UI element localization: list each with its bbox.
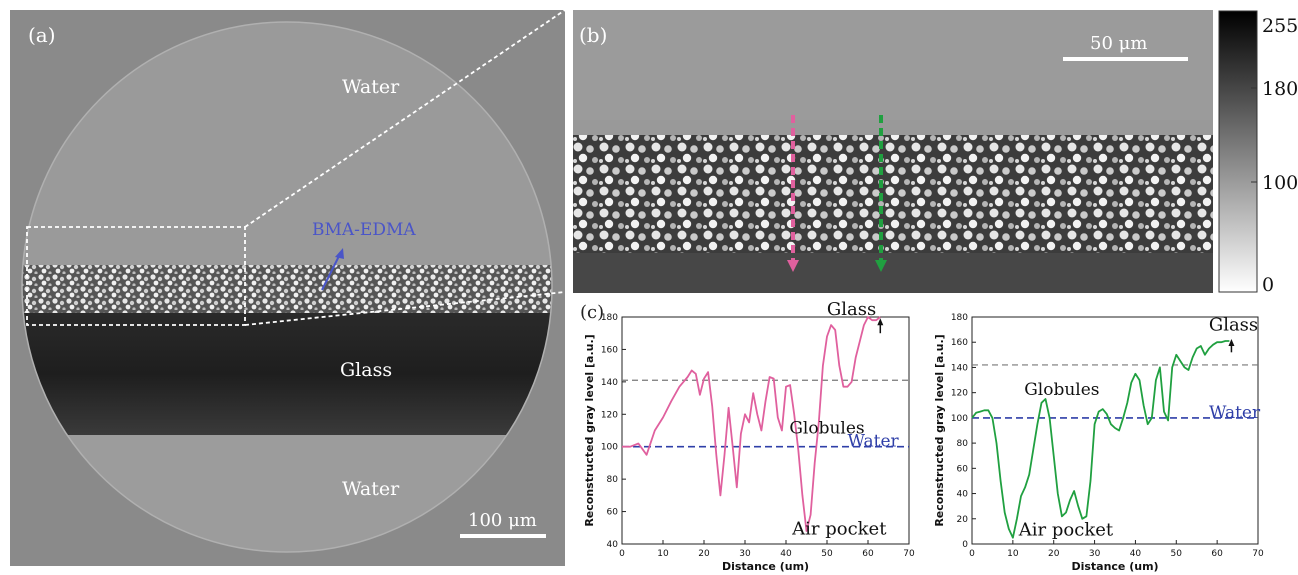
- scale-bar-b: [1063, 57, 1188, 61]
- y-tick-label: 80: [607, 475, 619, 485]
- y-tick-label: 100: [601, 443, 618, 453]
- x-tick-label: 50: [1171, 549, 1183, 559]
- y-tick-label: 120: [601, 410, 618, 420]
- y-tick-label: 60: [957, 464, 969, 474]
- x-tick-label: 30: [739, 549, 751, 559]
- profile-series-line: [622, 316, 881, 532]
- y-tick-label: 0: [962, 540, 968, 550]
- plot-frame: [621, 316, 910, 545]
- colorbar: 255 180 100 0: [1218, 10, 1298, 293]
- glass-arrowhead: [877, 318, 884, 326]
- y-tick-label: 160: [601, 345, 618, 355]
- annotation-globules: Globules: [1024, 380, 1099, 400]
- colorbar-tick-180: 180: [1262, 78, 1298, 100]
- x-axis-label: Distance (um): [1071, 560, 1158, 573]
- annotation-glass: Glass: [1209, 315, 1258, 336]
- bma-edma-arrowhead: [335, 248, 344, 259]
- x-tick-label: 10: [1007, 549, 1019, 559]
- x-tick-label: 0: [969, 549, 975, 559]
- annotation-water: Water: [848, 432, 900, 452]
- bma-edma-arrow: [321, 253, 341, 291]
- x-tick-label: 60: [862, 549, 874, 559]
- annotation-air: Air pocket: [791, 519, 887, 540]
- region-glass: Glass: [340, 359, 392, 381]
- x-tick-label: 70: [1252, 549, 1264, 559]
- x-tick-label: 40: [780, 549, 792, 559]
- y-tick-label: 160: [951, 338, 968, 348]
- bma-edma-label: BMA-EDMA: [312, 220, 416, 240]
- y-tick-label: 140: [951, 363, 968, 373]
- panel-a-label: (a): [28, 23, 56, 47]
- y-tick-label: 180: [951, 313, 968, 323]
- y-axis-label: Reconstructed gray level [a.u.]: [933, 334, 946, 526]
- y-tick-label: 80: [957, 439, 969, 449]
- profile-arrow-right: [875, 260, 887, 272]
- region-water-top: Water: [342, 76, 400, 98]
- x-tick-label: 40: [1130, 549, 1142, 559]
- x-axis-label: Distance (um): [722, 560, 809, 573]
- scale-bar-a-label: 100 μm: [468, 510, 537, 531]
- panel-c-label-wrap: (c): [580, 302, 604, 323]
- y-tick-label: 40: [607, 540, 619, 550]
- colorbar-tick-0: 0: [1262, 274, 1274, 293]
- y-tick-label: 60: [607, 508, 619, 518]
- profile-arrow-left: [787, 260, 799, 272]
- annotation-water: Water: [1209, 403, 1261, 423]
- annotation-air: Air pocket: [1018, 520, 1114, 541]
- annotation-glass: Glass: [827, 300, 876, 320]
- panel-c-label: (c): [580, 302, 604, 323]
- y-tick-label: 20: [957, 515, 969, 525]
- scale-bar-a: [460, 534, 546, 538]
- x-tick-label: 10: [657, 549, 669, 559]
- y-tick-label: 140: [601, 378, 618, 388]
- y-tick-label: 40: [957, 490, 969, 500]
- glass-arrowhead: [1228, 338, 1235, 346]
- chart-left: 0 10 20 30 40 50 60 70 40 60 80 100 120 140 160 180 Dist…: [583, 300, 915, 573]
- panel-b: (b) 50 μm: [573, 10, 1213, 293]
- x-tick-label: 70: [903, 549, 915, 559]
- colorbar-tick-100: 100: [1262, 172, 1298, 194]
- plot-frame: [971, 316, 1259, 545]
- annotation-globules: Globules: [789, 419, 864, 439]
- scale-bar-b-label: 50 μm: [1090, 33, 1147, 54]
- x-tick-label: 0: [619, 549, 625, 559]
- y-axis-label: Reconstructed gray level [a.u.]: [583, 334, 596, 526]
- colorbar-tick-255: 255: [1262, 15, 1298, 37]
- chart-right: 0 10 20 30 40 50 60 70 0 20 40 60 80 100 120 140 160 180 D…: [933, 313, 1264, 573]
- y-tick-label: 100: [951, 414, 968, 424]
- x-tick-label: 20: [698, 549, 710, 559]
- x-tick-label: 20: [1048, 549, 1060, 559]
- x-tick-label: 50: [821, 549, 833, 559]
- panel-a: (a) Water Glass Water BMA-EDMA 100 μm: [10, 10, 565, 566]
- region-water-bottom: Water: [342, 478, 400, 500]
- x-tick-label: 30: [1089, 549, 1101, 559]
- y-tick-label: 180: [601, 313, 618, 323]
- profile-series-line: [971, 340, 1230, 539]
- panel-b-label: (b): [579, 23, 607, 47]
- y-tick-label: 120: [951, 389, 968, 399]
- x-tick-label: 60: [1211, 549, 1223, 559]
